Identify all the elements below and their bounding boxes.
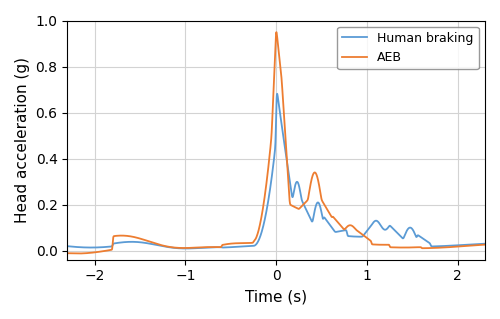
Human braking — [470, 242, 476, 246]
Human braking — [183, 247, 189, 250]
Legend: Human braking, AEB: Human braking, AEB — [338, 27, 479, 69]
AEB — [64, 251, 70, 255]
Human braking — [274, 92, 280, 96]
Line: AEB: AEB — [68, 32, 485, 254]
AEB — [470, 243, 476, 247]
Human braking — [470, 242, 476, 246]
AEB — [482, 243, 488, 247]
Human braking — [268, 183, 274, 187]
Human braking — [64, 244, 70, 248]
AEB — [268, 144, 274, 148]
AEB — [470, 243, 476, 247]
Human braking — [482, 242, 488, 246]
AEB — [274, 30, 280, 34]
Y-axis label: Head acceleration (g): Head acceleration (g) — [15, 57, 30, 223]
X-axis label: Time (s): Time (s) — [245, 289, 307, 304]
AEB — [74, 252, 80, 256]
Human braking — [394, 230, 400, 234]
Human braking — [86, 246, 91, 249]
AEB — [256, 225, 262, 228]
Line: Human braking: Human braking — [68, 94, 485, 249]
AEB — [394, 246, 400, 249]
Human braking — [256, 236, 262, 240]
AEB — [86, 251, 92, 255]
